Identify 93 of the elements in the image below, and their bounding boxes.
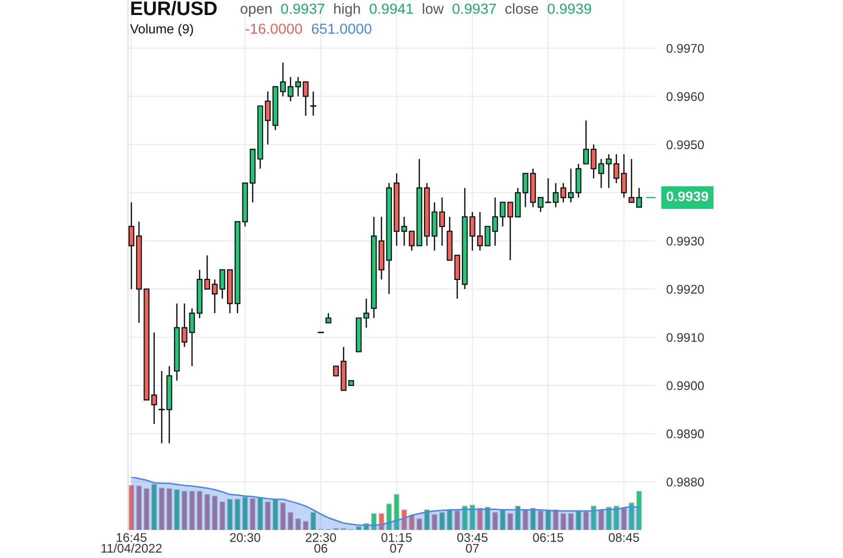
bar	[409, 514, 414, 530]
candlestick	[326, 312, 332, 324]
bar	[439, 512, 445, 530]
candlestick	[408, 230, 415, 252]
candlestick	[500, 202, 506, 228]
bar	[401, 510, 407, 530]
bar	[189, 490, 195, 530]
bar	[568, 513, 574, 530]
chart-subtitle: open 0.9937 high 0.9941 low 0.9937 close 0.9939	[240, 3, 592, 17]
candlestick	[212, 278, 218, 314]
bar	[500, 510, 506, 530]
bar	[538, 510, 544, 530]
bar	[508, 513, 513, 530]
bar	[515, 506, 521, 530]
bar	[492, 512, 498, 530]
bar	[136, 486, 142, 530]
bar	[583, 512, 589, 530]
bar	[151, 484, 157, 530]
bar	[258, 497, 263, 530]
bar	[220, 502, 226, 530]
candlestick	[552, 182, 559, 208]
y-tick-label: 0.9920	[666, 284, 704, 294]
candlestick	[363, 298, 370, 328]
bar	[265, 502, 270, 530]
candlestick	[401, 216, 408, 246]
bar	[227, 498, 233, 530]
chart-title: EUR/USD	[131, 0, 217, 16]
x-tick-label: 01:15 07	[381, 533, 412, 553]
x-tick-label: 03:45 07	[457, 533, 488, 553]
bar	[250, 498, 256, 530]
x-tick-label: 20:30	[230, 533, 260, 542]
bar	[144, 488, 150, 530]
bar	[204, 494, 210, 530]
bar	[545, 510, 551, 530]
bar	[636, 490, 642, 530]
y-tick-label: 0.9890	[666, 429, 704, 438]
bar	[470, 504, 476, 530]
bar	[598, 510, 604, 530]
chart-title: Volume (9)	[130, 24, 193, 36]
bar	[371, 513, 377, 530]
y-tick-label: 0.9950	[666, 140, 704, 150]
bar	[606, 506, 612, 530]
y-tick-label: 0.9910	[666, 333, 704, 342]
bar	[234, 498, 240, 530]
bar	[454, 510, 460, 530]
bar	[462, 506, 468, 530]
candlestick	[204, 254, 210, 290]
annotation: 651.0000	[312, 24, 372, 34]
bar	[212, 496, 218, 530]
bar	[446, 510, 452, 530]
bar	[310, 512, 316, 530]
bar	[614, 506, 620, 530]
x-tick-label: 08:45	[608, 533, 640, 542]
y-tick-label: 0.9970	[666, 44, 704, 53]
bar	[174, 489, 180, 530]
ref-line-label: 0.9939	[666, 191, 708, 202]
bar	[432, 514, 438, 530]
bar	[356, 526, 362, 530]
x-tick-label: 22:30 06	[306, 533, 336, 553]
bar	[424, 510, 430, 530]
candlestick	[507, 202, 514, 261]
y-tick-label: 0.9960	[666, 92, 704, 102]
candlestick	[606, 154, 612, 189]
bar	[242, 496, 248, 530]
bar	[159, 488, 164, 530]
bar	[553, 510, 558, 530]
x-tick-label: 06:15	[533, 533, 564, 542]
bar	[621, 508, 627, 530]
bar	[416, 518, 422, 530]
y-tick-label: 0.9900	[666, 381, 704, 390]
x-tick-label: 16:45 11/04/2022	[102, 533, 162, 553]
bar	[128, 485, 134, 530]
bar	[560, 513, 566, 530]
candlestick	[302, 81, 309, 116]
candlestick	[310, 90, 316, 116]
candlestick	[560, 182, 566, 203]
bar	[522, 510, 528, 530]
bar	[590, 506, 596, 530]
candlestick	[264, 90, 271, 146]
bar	[302, 521, 308, 530]
bar	[272, 498, 278, 530]
bar	[166, 488, 172, 530]
bar	[182, 490, 188, 530]
candlestick	[598, 158, 604, 189]
bar	[295, 518, 301, 530]
y-tick-label: 0.9880	[666, 478, 704, 486]
candlestick	[219, 269, 226, 300]
bar	[196, 490, 202, 530]
y-tick-label: 0.9930	[666, 236, 704, 246]
annotation: -16.0000	[246, 24, 302, 34]
bar	[394, 494, 400, 530]
bar	[280, 502, 286, 530]
bar	[288, 512, 294, 530]
